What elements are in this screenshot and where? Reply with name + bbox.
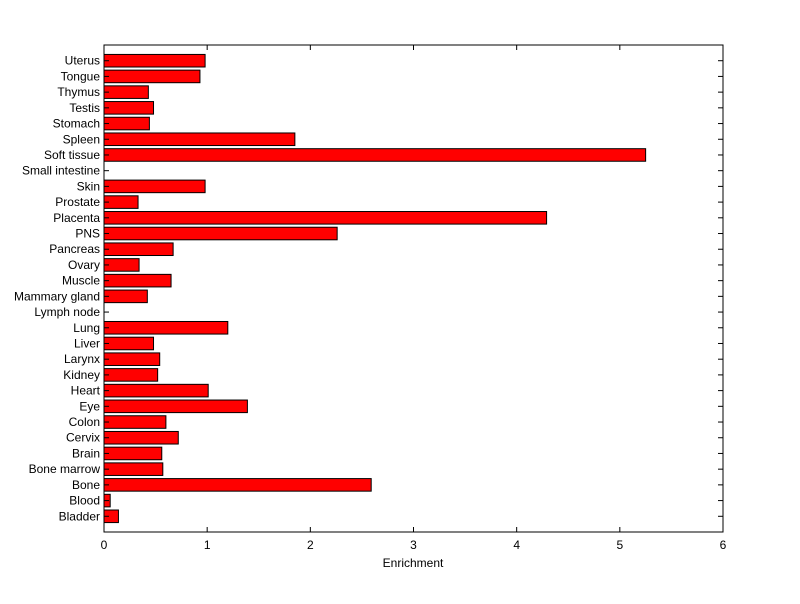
bar-spleen [103, 132, 296, 147]
y-tick-label-uterus: Uterus [65, 54, 100, 68]
y-tick-label-muscle: Muscle [62, 274, 100, 288]
y-tick-label-liver: Liver [74, 336, 100, 350]
y-tick-label-prostate: Prostate [55, 195, 100, 209]
bar-colon [103, 415, 167, 429]
bar-brain [103, 446, 163, 461]
bar-muscle [103, 273, 172, 288]
x-tick-label-1: 1 [204, 538, 211, 552]
bar-bone [103, 478, 372, 492]
bar-skin [103, 179, 206, 194]
y-tick-label-bladder: Bladder [59, 509, 100, 523]
y-tick-label-eye: Eye [79, 399, 100, 413]
y-tick-label-placenta: Placenta [53, 211, 100, 225]
bar-kidney [103, 368, 159, 382]
bar-pancreas [103, 242, 174, 257]
x-tick-label-6: 6 [720, 538, 727, 552]
y-tick-label-soft-tissue: Soft tissue [44, 148, 100, 162]
bar-uterus [103, 53, 206, 68]
bar-prostate [103, 195, 139, 209]
y-tick-label-small-intestine: Small intestine [22, 164, 100, 178]
y-tick-label-blood: Blood [69, 494, 100, 508]
bar-stomach [103, 116, 150, 131]
bar-soft-tissue [103, 148, 647, 162]
y-tick-label-pns: PNS [75, 227, 100, 241]
y-tick-label-lymph-node: Lymph node [34, 305, 100, 319]
ticks-layer [103, 45, 724, 532]
x-tick-label-3: 3 [410, 538, 417, 552]
y-tick-label-ovary: Ovary [68, 258, 100, 272]
bar-bone-marrow [103, 462, 164, 476]
x-axis-label: Enrichment [383, 556, 444, 570]
x-tick-label-0: 0 [101, 538, 108, 552]
y-tick-label-bone-marrow: Bone marrow [29, 462, 101, 476]
bar-thymus [103, 85, 149, 99]
bar-tongue [103, 69, 201, 84]
y-tick-label-stomach: Stomach [53, 117, 100, 131]
y-tick-label-heart: Heart [71, 384, 101, 398]
x-tick-label-2: 2 [307, 538, 314, 552]
y-tick-label-kidney: Kidney [63, 368, 100, 382]
y-tick-label-spleen: Spleen [63, 132, 100, 146]
bar-mammary-gland [103, 289, 148, 304]
bar-heart [103, 383, 209, 398]
bar-testis [103, 101, 155, 115]
y-tick-label-cervix: Cervix [66, 431, 100, 445]
bars-layer [103, 53, 647, 524]
bar-cervix [103, 430, 179, 445]
bar-pns [103, 226, 338, 241]
x-tick-label-5: 5 [616, 538, 623, 552]
y-tick-label-thymus: Thymus [57, 85, 100, 99]
y-tick-label-brain: Brain [72, 446, 100, 460]
x-tick-label-4: 4 [513, 538, 520, 552]
bar-ovary [103, 258, 140, 272]
bar-liver [103, 336, 155, 351]
y-tick-label-tongue: Tongue [61, 69, 101, 83]
y-tick-label-lung: Lung [73, 321, 100, 335]
y-tick-label-mammary-gland: Mammary gland [14, 289, 100, 303]
y-tick-label-colon: Colon [69, 415, 100, 429]
bar-lung [103, 320, 229, 335]
y-tick-label-testis: Testis [69, 101, 100, 115]
bar-eye [103, 399, 248, 414]
y-tick-label-pancreas: Pancreas [49, 242, 100, 256]
y-tick-label-skin: Skin [77, 179, 100, 193]
bar-larynx [103, 352, 161, 366]
y-tick-label-larynx: Larynx [64, 352, 100, 366]
bar-placenta [103, 211, 548, 225]
y-tick-label-bone: Bone [72, 478, 100, 492]
